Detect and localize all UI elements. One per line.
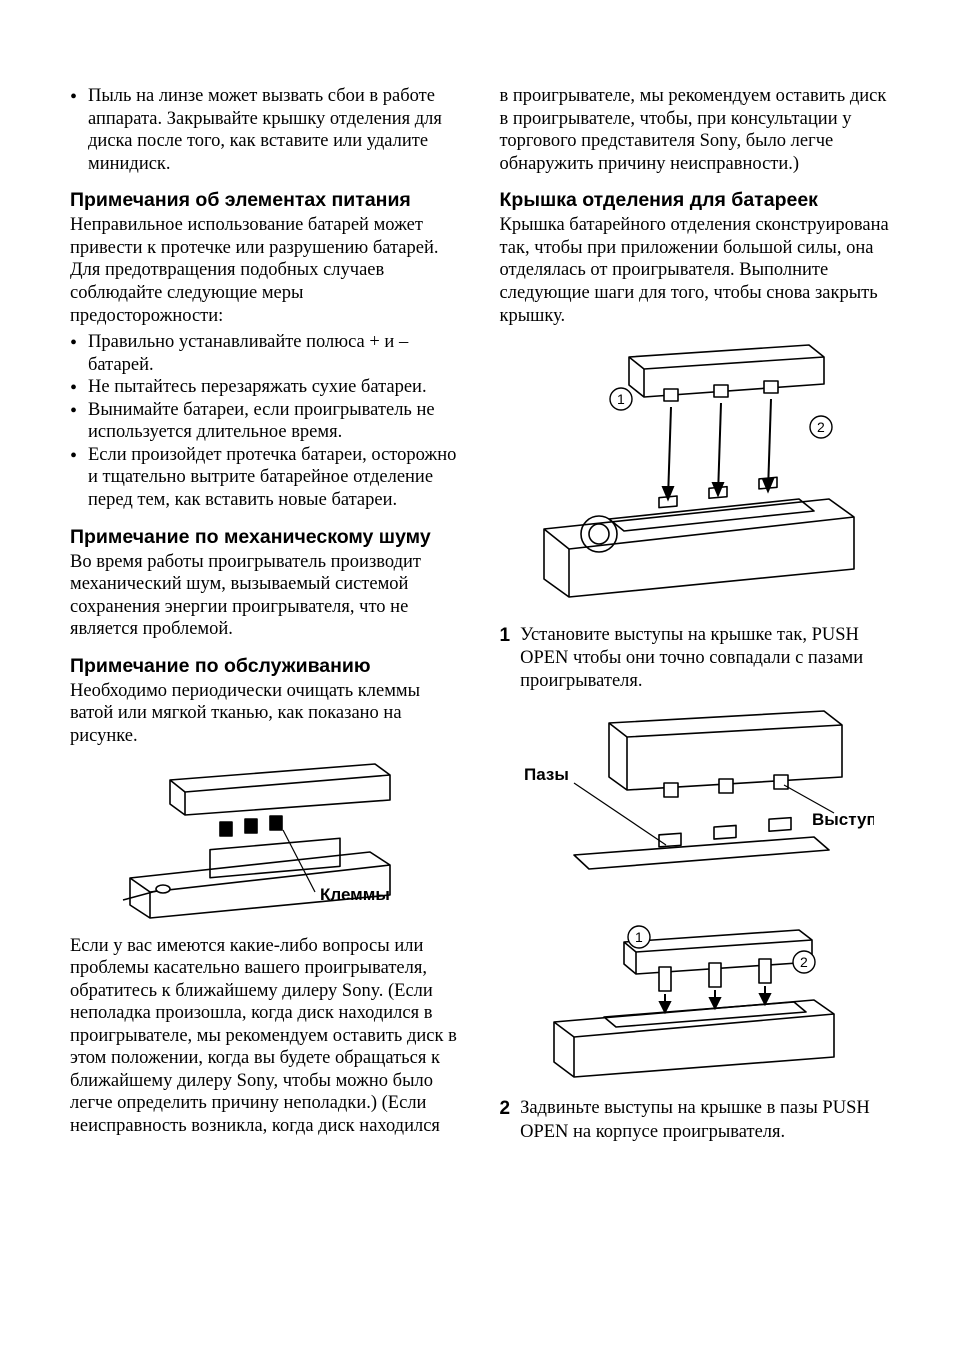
heading-maintenance: Примечание по обслуживанию xyxy=(70,655,460,678)
callout-2b: 2 xyxy=(800,954,808,970)
figure-terminals: Клеммы xyxy=(70,760,460,925)
callout-1: 1 xyxy=(617,391,625,407)
left-column: Пыль на линзе может вызвать сбои в работ… xyxy=(70,85,460,1144)
figure-slots-tabs: Пазы Выступы xyxy=(500,705,890,900)
battery-bullets: Правильно устанавливайте полюса + и – ба… xyxy=(70,331,460,512)
bullet-item: Не пытайтесь перезаряжать сухие батареи. xyxy=(70,376,460,399)
page-content: Пыль на линзе может вызвать сбои в работ… xyxy=(70,85,889,1144)
figure-cover-insert: 1 2 xyxy=(500,912,890,1087)
terminals-label: Клеммы xyxy=(320,885,390,904)
bullet-item: Правильно устанавливайте полюса + и – ба… xyxy=(70,331,460,376)
step-number: 1 xyxy=(500,624,511,693)
slots-label: Пазы xyxy=(524,765,569,784)
figure-cover-detached: 1 2 xyxy=(500,339,890,614)
cover-body: Крышка батарейного отделения сконструиро… xyxy=(500,214,890,327)
heading-battery-notes: Примечания об элементах питания xyxy=(70,189,460,212)
step-text: Установите выступы на крышке так, PUSH O… xyxy=(520,624,889,693)
after-figure-body: Если у вас имеются какие-либо вопросы ил… xyxy=(70,935,460,1138)
step-number: 2 xyxy=(500,1097,511,1143)
tabs-label: Выступы xyxy=(812,810,874,829)
heading-battery-cover: Крышка отделения для батареек xyxy=(500,189,890,212)
bullet-item: Если произойдет протечка батареи, осторо… xyxy=(70,444,460,512)
step-text: Задвиньте выступы на крышке в пазы PUSH … xyxy=(520,1097,889,1143)
callout-1b: 1 xyxy=(635,929,643,945)
right-column: в проигрывателе, мы рекомендуем оставить… xyxy=(500,85,890,1144)
noise-body: Во время работы проигрыватель производит… xyxy=(70,551,460,641)
step-1: 1 Установите выступы на крышке так, PUSH… xyxy=(500,624,890,693)
maintenance-body: Необходимо периодически очищать клеммы в… xyxy=(70,680,460,748)
callout-2: 2 xyxy=(817,419,825,435)
continuation-body: в проигрывателе, мы рекомендуем оставить… xyxy=(500,85,890,175)
heading-noise: Примечание по механическому шуму xyxy=(70,526,460,549)
bullet-item: Пыль на линзе может вызвать сбои в работ… xyxy=(70,85,460,175)
top-bullet-list: Пыль на линзе может вызвать сбои в работ… xyxy=(70,85,460,175)
bullet-item: Вынимайте батареи, если проигрыватель не… xyxy=(70,399,460,444)
battery-body: Неправильное использование батарей может… xyxy=(70,214,460,327)
step-2: 2 Задвиньте выступы на крышке в пазы PUS… xyxy=(500,1097,890,1143)
